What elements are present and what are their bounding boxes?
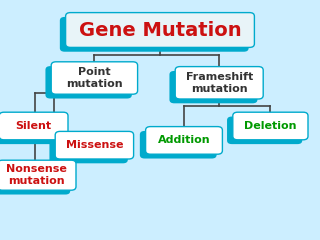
Text: Nonsense
mutation: Nonsense mutation: [6, 164, 67, 186]
FancyBboxPatch shape: [140, 131, 217, 159]
FancyBboxPatch shape: [51, 62, 138, 94]
Text: Silent: Silent: [16, 121, 52, 131]
FancyBboxPatch shape: [50, 136, 128, 163]
FancyBboxPatch shape: [146, 127, 222, 154]
Text: Addition: Addition: [158, 135, 210, 145]
FancyBboxPatch shape: [233, 112, 308, 140]
FancyBboxPatch shape: [175, 66, 263, 99]
Text: Deletion: Deletion: [244, 121, 297, 131]
FancyBboxPatch shape: [60, 17, 249, 52]
Text: Frameshift
mutation: Frameshift mutation: [186, 72, 253, 94]
FancyBboxPatch shape: [0, 112, 68, 140]
FancyBboxPatch shape: [0, 165, 70, 194]
FancyBboxPatch shape: [227, 117, 302, 144]
FancyBboxPatch shape: [55, 132, 134, 159]
Text: Gene Mutation: Gene Mutation: [79, 20, 241, 40]
FancyBboxPatch shape: [66, 12, 254, 48]
FancyBboxPatch shape: [170, 71, 257, 103]
FancyBboxPatch shape: [0, 160, 76, 190]
FancyBboxPatch shape: [45, 66, 132, 98]
Text: Missense: Missense: [66, 140, 123, 150]
FancyBboxPatch shape: [0, 117, 62, 144]
Text: Point
mutation: Point mutation: [66, 67, 123, 89]
